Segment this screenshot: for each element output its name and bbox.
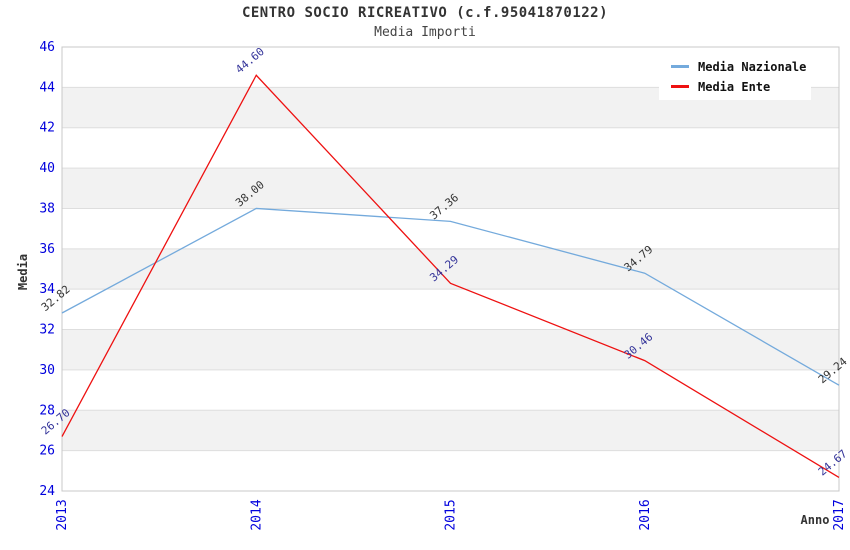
y-tick-label: 38 bbox=[39, 201, 55, 216]
y-tick-label: 28 bbox=[39, 403, 55, 418]
grid-bands bbox=[62, 47, 839, 491]
y-axis-title: Media bbox=[16, 254, 30, 290]
plot-border bbox=[61, 46, 840, 492]
chart-title: CENTRO SOCIO RICREATIVO (c.f.95041870122… bbox=[241, 5, 609, 21]
legend-label: Media Nazionale bbox=[698, 59, 807, 74]
y-tick-label: 44 bbox=[39, 80, 55, 95]
x-tick-label: 2015 bbox=[444, 499, 459, 530]
series-line-media-ente bbox=[61, 74, 840, 479]
x-tick-label: 2013 bbox=[55, 499, 70, 530]
y-tick-label: 36 bbox=[39, 242, 55, 257]
legend-item-media-nazionale: Media Nazionale bbox=[671, 60, 811, 74]
chart-subtitle: Media Importi bbox=[374, 25, 476, 40]
legend-dash-icon bbox=[671, 65, 689, 68]
y-tick-label: 34 bbox=[39, 282, 55, 297]
x-axis-title: Anno bbox=[801, 513, 830, 527]
y-axis-ticks: 46 44 42 40 38 36 34 32 30 28 26 24 bbox=[39, 40, 55, 499]
y-tick-label: 42 bbox=[39, 121, 55, 136]
x-tick-label: 2016 bbox=[638, 499, 653, 530]
legend-item-media-ente: Media Ente bbox=[671, 80, 811, 94]
legend-label: Media Ente bbox=[698, 79, 771, 94]
y-tick-label: 24 bbox=[39, 484, 55, 499]
x-axis-ticks: 2013 2014 2015 2016 2017 bbox=[55, 499, 847, 530]
y-tick-label: 40 bbox=[39, 161, 55, 176]
legend-dash-icon bbox=[671, 85, 689, 88]
x-tick-label: 2017 bbox=[832, 499, 847, 530]
y-tick-label: 26 bbox=[39, 444, 55, 459]
series-line-media-nazionale bbox=[61, 207, 840, 386]
chart-legend: Media Nazionale Media Ente bbox=[659, 53, 811, 100]
y-tick-label: 46 bbox=[39, 40, 55, 55]
y-tick-label: 30 bbox=[39, 363, 55, 378]
y-tick-label: 32 bbox=[39, 323, 55, 338]
x-tick-label: 2014 bbox=[249, 499, 264, 530]
